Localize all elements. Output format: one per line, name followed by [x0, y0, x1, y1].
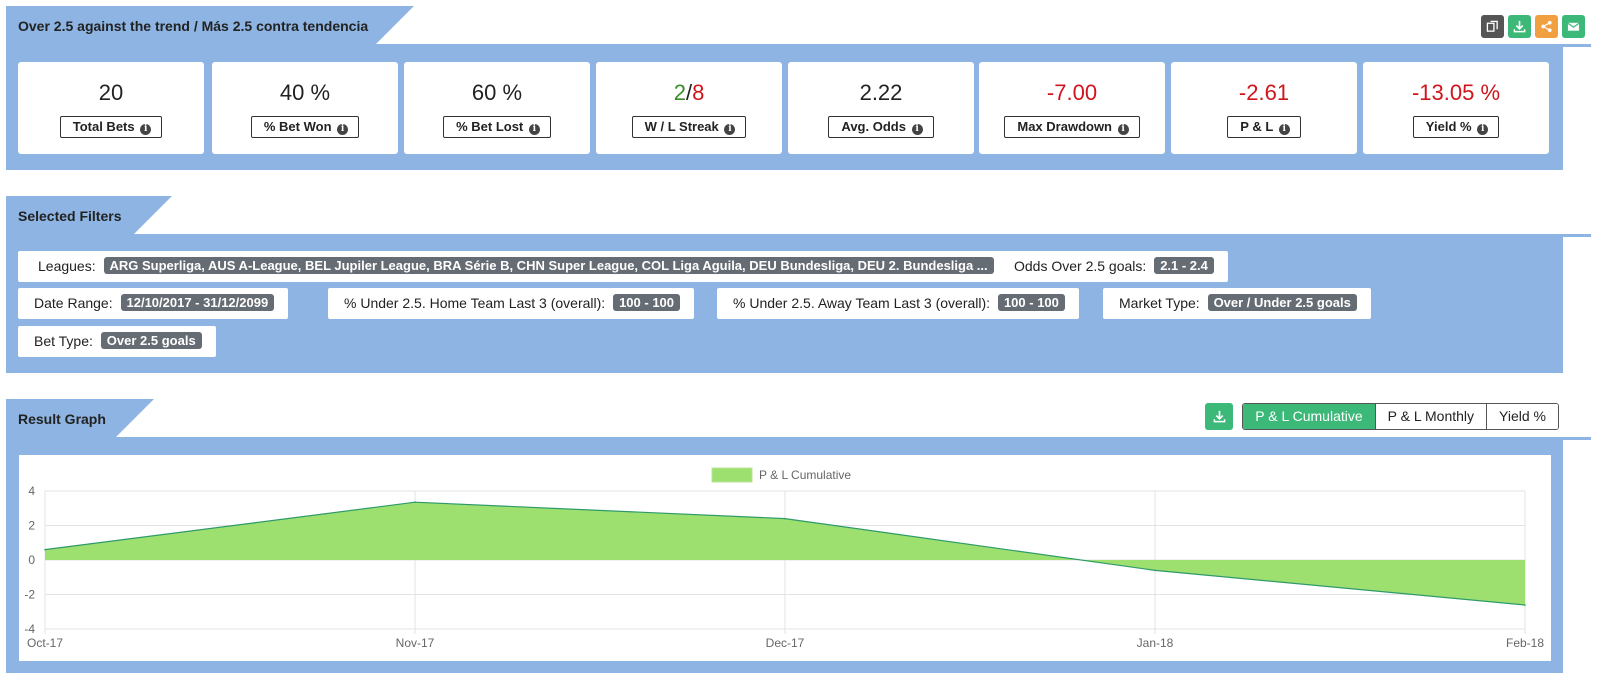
x-tick-label: Oct-17 — [27, 636, 63, 650]
stat-max-drawdown: -7.00 Max Drawdown i — [979, 62, 1165, 154]
x-tick-label: Dec-17 — [766, 636, 805, 650]
data-point — [414, 501, 416, 504]
info-icon[interactable]: i — [1477, 124, 1489, 135]
y-tick-label: 2 — [28, 519, 35, 533]
tab-yield[interactable]: Yield % — [1486, 404, 1558, 429]
stat-bet-lost: 60 % % Bet Lost i — [404, 62, 590, 154]
graph-toolbar: P & L Cumulative P & L Monthly Yield % — [1205, 403, 1559, 430]
filters-panel: Leagues: ARG Superliga, AUS A-League, BE… — [6, 237, 1563, 373]
legend-label: P & L Cumulative — [759, 468, 851, 482]
stat-value: 2.22 — [859, 80, 903, 105]
graph-mode-switch: P & L Cumulative P & L Monthly Yield % — [1242, 403, 1559, 430]
stat-value: 20 — [98, 80, 124, 105]
download-icon[interactable] — [1508, 15, 1531, 38]
stat-wl-streak: 2/8 W / L Streak i — [596, 62, 782, 154]
stat-value: 40 % — [279, 80, 331, 105]
info-icon[interactable]: i — [1278, 124, 1290, 135]
filter-value: Over / Under 2.5 goals — [1207, 294, 1357, 311]
y-tick-label: 4 — [28, 484, 35, 498]
stat-avg-odds: 2.22 Avg. Odds i — [788, 62, 974, 154]
report-actions — [1481, 15, 1585, 38]
stat-value: -2.61 — [1238, 80, 1290, 105]
stat-yield: -13.05 % Yield % i — [1363, 62, 1549, 154]
stat-label-button[interactable]: Max Drawdown i — [1004, 116, 1140, 138]
y-tick-label: -4 — [24, 622, 35, 636]
report-title: Over 2.5 against the trend / Más 2.5 con… — [18, 18, 369, 34]
stat-label-button[interactable]: Yield % i — [1412, 116, 1500, 138]
filter-label: % Under 2.5. Home Team Last 3 (overall): — [344, 295, 606, 311]
legend-swatch — [711, 467, 753, 483]
download-icon — [1213, 410, 1226, 423]
filter-date-range: Date Range: 12/10/2017 - 31/12/2099 — [18, 288, 289, 319]
graph-panel: 4 2 0 -2 -4 Oct-17 Nov-17 Dec-17 Jan-18 Feb-18 P &… — [6, 440, 1563, 673]
win-streak-value: 2 — [673, 80, 686, 105]
filter-value: 100 - 100 — [997, 294, 1065, 311]
stat-label-button[interactable]: % Bet Won i — [250, 116, 360, 138]
chart-container: 4 2 0 -2 -4 Oct-17 Nov-17 Dec-17 Jan-18 Feb-18 P &… — [19, 455, 1551, 661]
info-icon[interactable]: i — [528, 124, 540, 135]
loss-streak-value: 8 — [692, 80, 705, 105]
stat-pl: -2.61 P & L i — [1171, 62, 1357, 154]
filter-value: 12/10/2017 - 31/12/2099 — [120, 294, 275, 311]
x-tick-label: Nov-17 — [396, 636, 435, 650]
stat-value: 2/8 — [673, 80, 705, 105]
stat-label-button[interactable]: W / L Streak i — [631, 116, 747, 138]
filter-label: Leagues: — [38, 258, 96, 274]
filter-label: Date Range: — [34, 295, 113, 311]
info-icon[interactable]: i — [724, 124, 736, 135]
report-title-tab: Over 2.5 against the trend / Más 2.5 con… — [6, 6, 414, 46]
info-icon[interactable]: i — [337, 124, 349, 135]
filter-away-under: % Under 2.5. Away Team Last 3 (overall):… — [717, 288, 1079, 319]
data-point — [1154, 569, 1156, 572]
copy-icon[interactable] — [1481, 15, 1504, 38]
tab-pl-cumulative[interactable]: P & L Cumulative — [1243, 404, 1375, 429]
stat-label-button[interactable]: Avg. Odds i — [828, 116, 934, 138]
filter-label: Odds Over 2.5 goals: — [1014, 258, 1147, 274]
filter-leagues: Leagues: ARG Superliga, AUS A-League, BE… — [18, 251, 1008, 282]
y-tick-label: 0 — [28, 553, 35, 567]
filter-value: 100 - 100 — [613, 294, 681, 311]
info-icon[interactable]: i — [911, 124, 923, 135]
series-area — [45, 502, 1525, 606]
filter-label: Bet Type: — [34, 333, 93, 349]
filter-odds: Odds Over 2.5 goals: 2.1 - 2.4 — [998, 251, 1228, 282]
x-tick-label: Jan-18 — [1137, 636, 1174, 650]
filter-bet-type: Bet Type: Over 2.5 goals — [18, 326, 216, 357]
section-divider — [6, 234, 1591, 237]
filters-title-tab: Selected Filters — [6, 196, 172, 236]
graph-download-button[interactable] — [1205, 403, 1234, 430]
filter-label: Market Type: — [1119, 295, 1200, 311]
stat-bet-won: 40 % % Bet Won i — [212, 62, 398, 154]
filter-value: 2.1 - 2.4 — [1154, 257, 1214, 274]
filter-value: ARG Superliga, AUS A-League, BEL Jupiler… — [103, 257, 994, 274]
info-icon[interactable]: i — [1117, 124, 1129, 135]
stats-panel: 20 Total Bets i 40 % % Bet Won i 60 % % … — [6, 47, 1563, 170]
stat-label-button[interactable]: % Bet Lost i — [443, 116, 551, 138]
data-point — [44, 548, 46, 551]
x-tick-label: Feb-18 — [1506, 636, 1544, 650]
section-divider — [6, 44, 1591, 47]
stat-label-button[interactable]: Total Bets i — [59, 116, 163, 138]
y-tick-label: -2 — [24, 588, 35, 602]
graph-title-tab: Result Graph — [6, 399, 154, 439]
stat-total-bets: 20 Total Bets i — [18, 62, 204, 154]
share-icon[interactable] — [1535, 15, 1558, 38]
stat-value: 60 % — [471, 80, 523, 105]
stat-value: -13.05 % — [1411, 80, 1501, 105]
filter-value: Over 2.5 goals — [100, 332, 202, 349]
email-icon[interactable] — [1562, 15, 1585, 38]
tab-pl-monthly[interactable]: P & L Monthly — [1374, 404, 1487, 429]
filters-title: Selected Filters — [18, 208, 122, 224]
filter-label: % Under 2.5. Away Team Last 3 (overall): — [733, 295, 991, 311]
stat-label-button[interactable]: P & L i — [1227, 116, 1301, 138]
filter-home-under: % Under 2.5. Home Team Last 3 (overall):… — [328, 288, 695, 319]
info-icon[interactable]: i — [140, 124, 152, 135]
graph-title: Result Graph — [18, 411, 106, 427]
stat-value: -7.00 — [1046, 80, 1098, 105]
data-point — [1524, 604, 1526, 606]
data-point — [784, 517, 786, 520]
filter-market-type: Market Type: Over / Under 2.5 goals — [1103, 288, 1371, 319]
section-divider — [6, 437, 1591, 440]
